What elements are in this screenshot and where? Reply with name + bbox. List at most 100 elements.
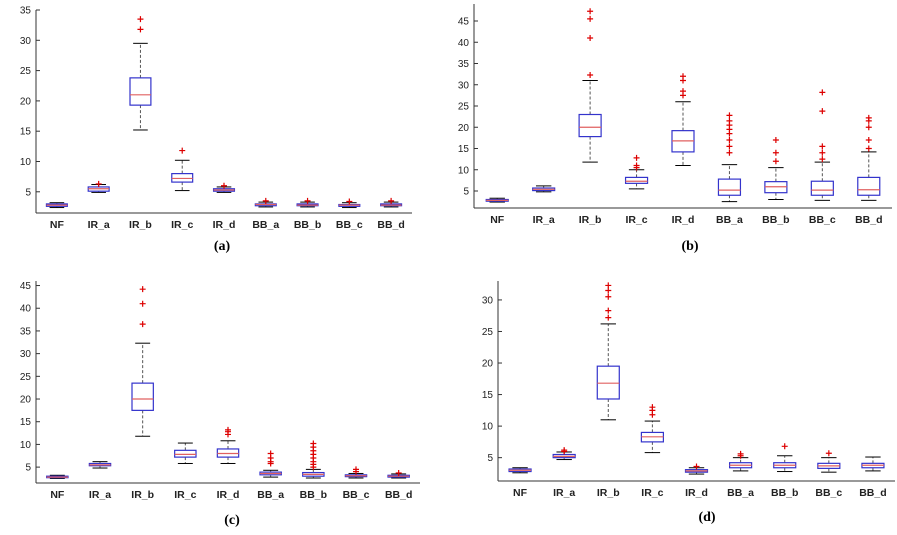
outlier-marker [139,300,146,307]
outlier-marker [221,182,227,189]
x-tick-label: BB_a [252,219,279,231]
y-tick-label: 25 [20,66,32,77]
x-tick-label: IR_b [579,214,602,226]
outlier-marker [605,287,612,294]
box-BB_c [338,198,361,209]
outlier-marker [267,450,274,457]
box-BB_a [729,450,753,472]
x-tick-label: IR_b [597,487,620,499]
box-BB_b [302,440,325,479]
x-tick-label: BB_a [727,487,754,499]
box-BB_c [817,450,841,473]
outlier-marker [772,149,779,156]
iqr-box [810,180,834,196]
y-tick-label: 10 [20,440,32,451]
y-tick-label: 40 [20,304,32,315]
y-tick-label: 30 [458,80,470,91]
outlier-marker [726,137,733,143]
outlier-marker [633,154,640,161]
x-tick-label: IR_a [533,214,555,226]
outlier-marker [819,89,826,96]
y-tick-label: 20 [20,96,32,107]
y-tick-label: 10 [482,422,494,433]
box-BB_b [764,137,788,200]
box-NF [46,474,69,479]
y-tick-label: 25 [20,372,32,383]
box-IR_a [87,180,110,193]
outlier-marker [726,149,733,156]
y-tick-label: 35 [20,6,32,17]
outlier-marker [587,71,594,78]
x-tick-label: BB_a [257,489,284,501]
outlier-marker [139,286,146,293]
iqr-box [131,382,154,411]
x-tick-label: BB_b [771,487,798,499]
x-tick-label: IR_a [553,487,575,499]
box-BB_c [344,466,368,479]
outlier-marker [633,162,640,169]
iqr-box [129,77,152,106]
iqr-box [624,176,649,184]
outlier-marker [395,470,402,477]
outlier-marker [587,35,594,41]
x-tick-label: BB_b [762,214,789,226]
y-tick-label: 5 [25,463,31,474]
box-BB_a [259,450,282,478]
y-tick-label: 30 [20,349,32,360]
box-IR_b [131,286,154,437]
x-tick-label: IR_c [641,487,663,499]
x-tick-label: IR_c [171,219,193,231]
outlier-marker [605,314,612,321]
panel-label: (b) [681,239,698,254]
box-NF [485,197,509,203]
x-tick-label: BB_d [385,489,412,501]
y-tick-label: 25 [482,327,494,338]
x-tick-label: IR_d [217,489,240,501]
outlier-marker [388,197,395,204]
outlier-marker [680,73,686,80]
box-BB_b [296,197,319,208]
y-tick-label: 30 [482,295,494,306]
outlier-marker [726,112,733,119]
outlier-marker [865,145,872,152]
box-BB_c [810,89,834,201]
x-tick-label: IR_c [625,214,647,226]
box-IR_d [216,426,240,464]
outlier-marker [587,8,594,15]
x-tick-label: NF [50,489,65,501]
x-tick-label: IR_a [88,219,110,231]
y-tick-label: 5 [25,187,31,198]
box-BB_d [861,456,885,472]
outlier-marker [865,114,872,121]
outlier-marker [605,293,612,300]
x-tick-label: IR_b [131,489,154,501]
x-tick-label: BB_c [336,219,363,231]
y-tick-label: 30 [20,36,32,47]
outlier-marker [819,149,826,156]
box-IR_b [129,16,152,131]
box-BB_a [254,197,277,208]
box-IR_d [671,73,695,166]
y-tick-label: 20 [458,123,470,134]
outlier-marker [137,26,144,33]
box-IR_d [212,182,236,193]
x-tick-label: BB_a [716,214,743,226]
outlier-marker [726,143,733,150]
x-tick-label: BB_b [294,219,321,231]
box-IR_a [552,447,576,461]
box-NF [45,202,68,209]
iqr-box [857,176,881,196]
box-IR_c [174,442,197,464]
x-tick-label: BB_c [809,214,836,226]
iqr-box [596,365,620,400]
panel-label: (d) [698,510,715,525]
outlier-marker [865,137,872,143]
y-tick-label: 15 [482,390,494,401]
y-tick-label: 15 [458,144,470,155]
outlier-marker [353,466,359,473]
y-tick-label: 25 [458,102,470,113]
y-tick-label: 10 [458,165,470,176]
box-BB_d [387,470,410,479]
